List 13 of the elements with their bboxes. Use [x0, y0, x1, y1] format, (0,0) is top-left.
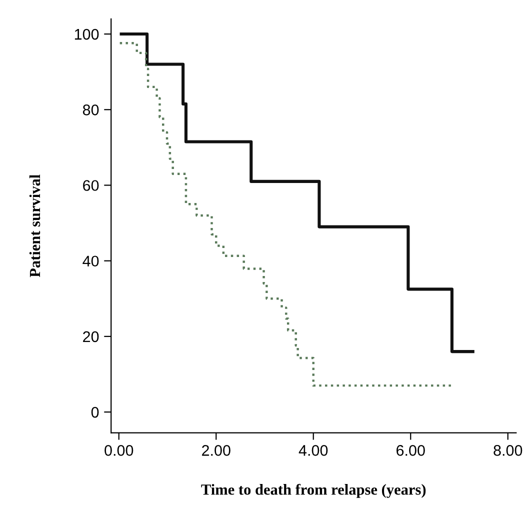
x-tick-label: 0.00 [104, 445, 134, 456]
y-axis-title: Patient survival [29, 174, 40, 278]
x-axis-title: Time to death from relapse (years) [201, 484, 426, 498]
y-tick-label: 40 [82, 256, 99, 267]
x-tick-label: 4.00 [298, 445, 328, 456]
y-tick-label: 80 [82, 104, 99, 116]
y-tick-label: 0 [91, 406, 99, 418]
y-tick-label: 60 [83, 180, 99, 191]
y-tick-label: 100 [74, 28, 99, 40]
x-tick-label: 6.00 [396, 445, 425, 456]
x-tick-label: 2.00 [202, 445, 230, 456]
y-tick-label: 20 [83, 331, 99, 342]
x-tick-label: 8.00 [494, 445, 522, 456]
